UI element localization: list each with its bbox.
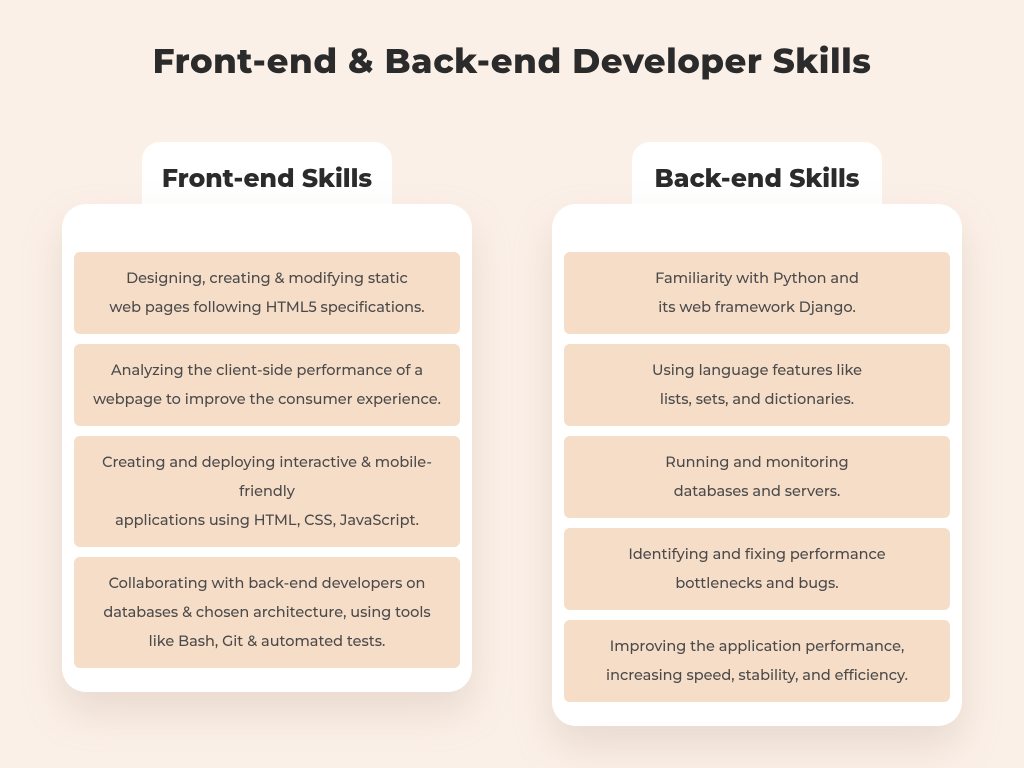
skill-item: Collaborating with back-end developers o… bbox=[74, 557, 460, 668]
skill-item: Identifying and fixing performance bottl… bbox=[564, 528, 950, 610]
skill-line: its web framework Django. bbox=[578, 293, 936, 322]
skill-line: web pages following HTML5 specifications… bbox=[88, 293, 446, 322]
skill-line: Improving the application performance, bbox=[578, 632, 936, 661]
skill-line: databases and servers. bbox=[578, 477, 936, 506]
skill-item: Running and monitoring databases and ser… bbox=[564, 436, 950, 518]
skill-line: like Bash, Git & automated tests. bbox=[88, 627, 446, 656]
skill-item: Using language features like lists, sets… bbox=[564, 344, 950, 426]
column-frontend-body: Designing, creating & modifying static w… bbox=[62, 204, 472, 692]
column-backend-body: Familiarity with Python and its web fram… bbox=[552, 204, 962, 726]
skill-line: Creating and deploying interactive & mob… bbox=[88, 448, 446, 506]
skill-line: Running and monitoring bbox=[578, 448, 936, 477]
skill-item: Familiarity with Python and its web fram… bbox=[564, 252, 950, 334]
columns-wrapper: Front-end Skills Designing, creating & m… bbox=[0, 142, 1024, 726]
skill-line: Familiarity with Python and bbox=[578, 264, 936, 293]
skill-line: lists, sets, and dictionaries. bbox=[578, 385, 936, 414]
skill-item: Improving the application performance, i… bbox=[564, 620, 950, 702]
skill-line: Collaborating with back-end developers o… bbox=[88, 569, 446, 598]
skill-line: Analyzing the client-side performance of… bbox=[88, 356, 446, 385]
skill-item: Analyzing the client-side performance of… bbox=[74, 344, 460, 426]
skill-line: Using language features like bbox=[578, 356, 936, 385]
page-title: Front-end & Back-end Developer Skills bbox=[0, 0, 1024, 82]
skill-item: Creating and deploying interactive & mob… bbox=[74, 436, 460, 547]
skill-line: applications using HTML, CSS, JavaScript… bbox=[88, 506, 446, 535]
skill-line: Designing, creating & modifying static bbox=[88, 264, 446, 293]
column-backend: Back-end Skills Familiarity with Python … bbox=[552, 142, 962, 726]
skill-item: Designing, creating & modifying static w… bbox=[74, 252, 460, 334]
column-frontend: Front-end Skills Designing, creating & m… bbox=[62, 142, 472, 726]
skill-line: bottlenecks and bugs. bbox=[578, 569, 936, 598]
skill-line: webpage to improve the consumer experien… bbox=[88, 385, 446, 414]
skill-line: Identifying and fixing performance bbox=[578, 540, 936, 569]
skill-line: databases & chosen architecture, using t… bbox=[88, 598, 446, 627]
skill-line: increasing speed, stability, and efficie… bbox=[578, 661, 936, 690]
